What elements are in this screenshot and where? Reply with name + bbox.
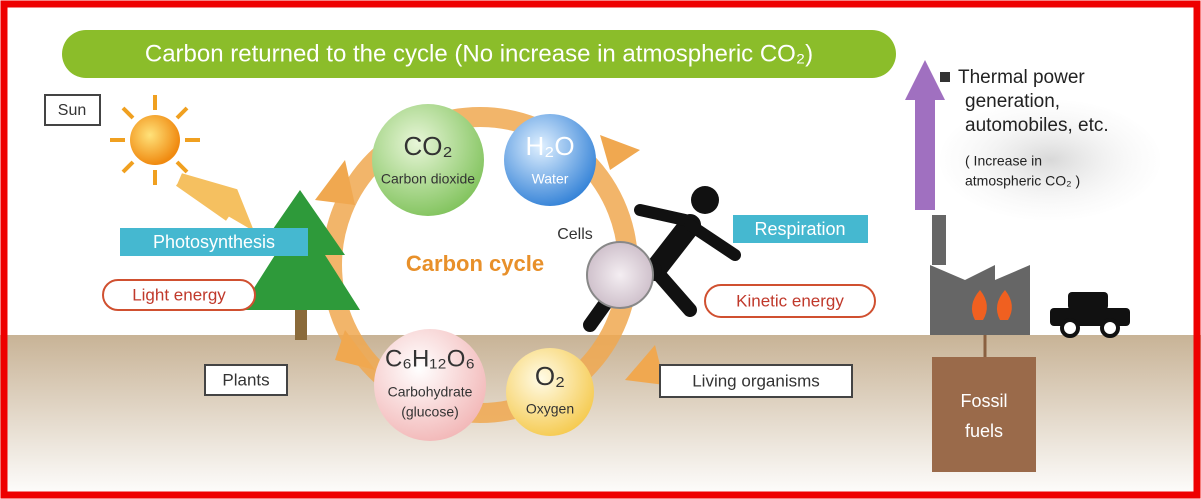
cells-icon xyxy=(587,242,653,308)
bullet xyxy=(940,72,950,82)
banner: Carbon returned to the cycle (No increas… xyxy=(145,40,813,67)
node-label: Carbon dioxide xyxy=(381,171,475,187)
fossil-heading: generation, xyxy=(965,91,1060,112)
fossil-heading: Thermal power xyxy=(958,67,1085,88)
node-label: Oxygen xyxy=(526,401,574,417)
respiration-label: Respiration xyxy=(754,219,845,239)
kinetic-energy-label: Kinetic energy xyxy=(736,291,844,310)
plants-label: Plants xyxy=(222,370,269,389)
node-formula: H₂O xyxy=(525,131,574,161)
node-formula: CO₂ xyxy=(403,131,452,161)
node-formula: C₆H₁₂O₆ xyxy=(385,345,475,372)
cycle-title: Carbon cycle xyxy=(406,251,544,276)
sun-label: Sun xyxy=(58,102,86,119)
fossil-fuels-label: fuels xyxy=(965,421,1003,441)
photosynthesis-label: Photosynthesis xyxy=(153,232,275,252)
light-energy-label: Light energy xyxy=(132,285,226,304)
fossil-note: atmospheric CO₂ ) xyxy=(965,173,1080,189)
node-label: (glucose) xyxy=(401,404,459,420)
node-formula: O₂ xyxy=(535,361,565,391)
diagram: Carbon returned to the cycle (No increas… xyxy=(0,0,1201,499)
fossil-heading: automobiles, etc. xyxy=(965,115,1109,136)
fossil-note: ( Increase in xyxy=(965,153,1042,169)
node-label: Carbohydrate xyxy=(388,384,473,400)
living-organisms-label: Living organisms xyxy=(692,371,820,390)
cells-label: Cells xyxy=(557,226,593,243)
fossil-fuels-box xyxy=(932,357,1036,472)
node-label: Water xyxy=(532,171,569,187)
sun-icon xyxy=(110,95,200,185)
fossil-fuels-label: Fossil xyxy=(960,391,1007,411)
